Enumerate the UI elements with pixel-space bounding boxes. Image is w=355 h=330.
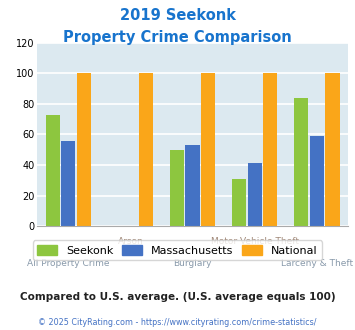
Text: Burglary: Burglary: [173, 259, 212, 268]
Text: Compared to U.S. average. (U.S. average equals 100): Compared to U.S. average. (U.S. average …: [20, 292, 335, 302]
Text: Motor Vehicle Theft: Motor Vehicle Theft: [211, 237, 299, 246]
Bar: [247, 163, 262, 226]
Bar: [77, 73, 91, 226]
Bar: [61, 141, 76, 226]
Bar: [185, 145, 200, 226]
Text: Arson: Arson: [118, 237, 143, 246]
Bar: [46, 115, 60, 226]
Bar: [325, 73, 339, 226]
Bar: [263, 73, 277, 226]
Legend: Seekonk, Massachusetts, National: Seekonk, Massachusetts, National: [33, 241, 322, 260]
Text: Property Crime Comparison: Property Crime Comparison: [63, 30, 292, 45]
Bar: [170, 150, 184, 226]
Text: Larceny & Theft: Larceny & Theft: [281, 259, 353, 268]
Text: © 2025 CityRating.com - https://www.cityrating.com/crime-statistics/: © 2025 CityRating.com - https://www.city…: [38, 318, 317, 327]
Bar: [139, 73, 153, 226]
Bar: [232, 179, 246, 226]
Text: All Property Crime: All Property Crime: [27, 259, 110, 268]
Text: 2019 Seekonk: 2019 Seekonk: [120, 8, 235, 23]
Bar: [201, 73, 215, 226]
Bar: [294, 98, 308, 226]
Bar: [310, 136, 324, 226]
